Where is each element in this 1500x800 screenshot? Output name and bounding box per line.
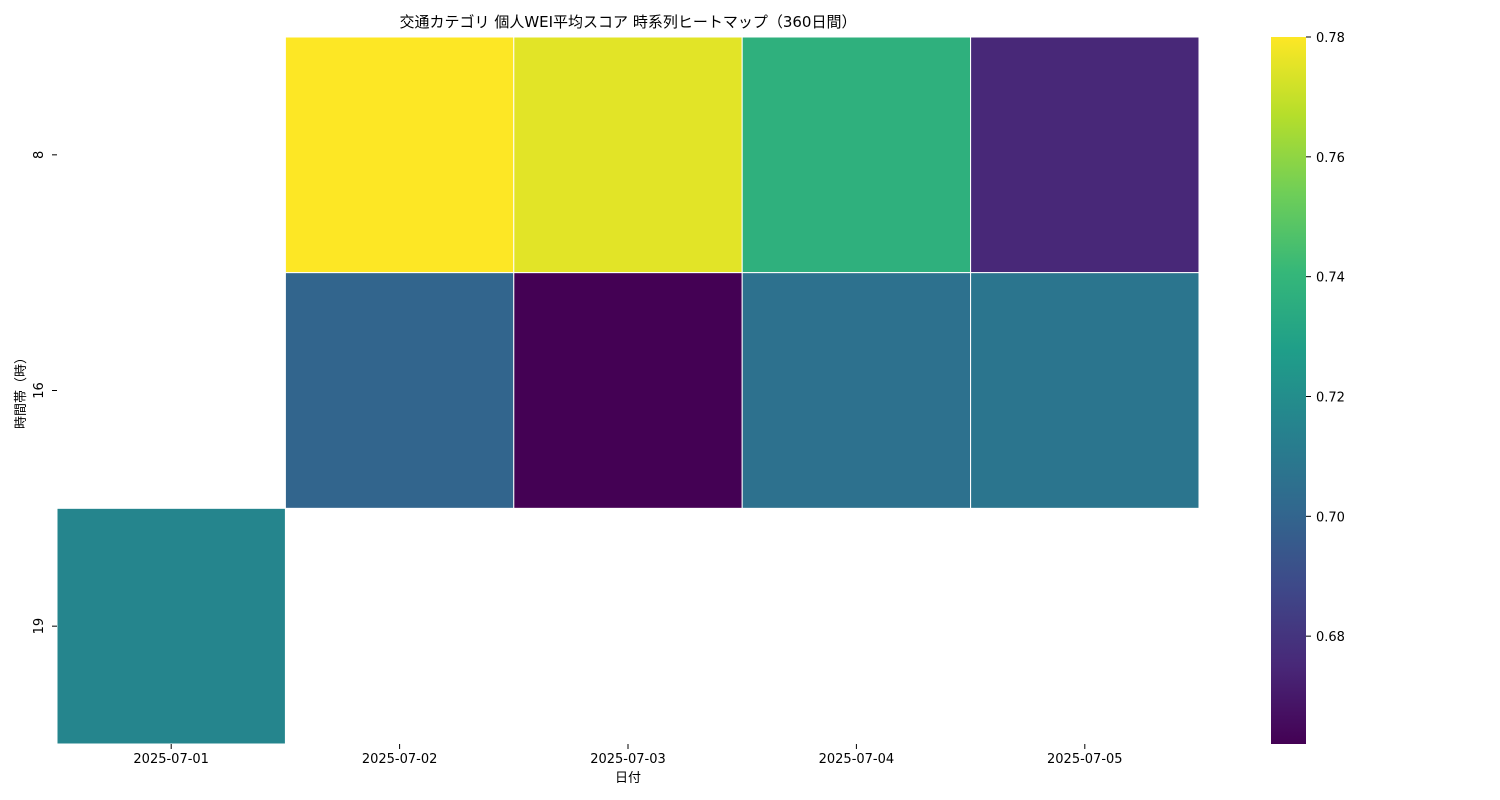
colorbar-tick-label: 0.76 — [1316, 151, 1345, 166]
x-tick-label: 2025-07-02 — [362, 752, 438, 767]
colorbar-tick-label: 0.78 — [1316, 31, 1345, 46]
heatmap-cell — [741, 36, 972, 274]
colorbar-ticks: 0.68 0.70 0.72 0.74 0.76 0.78 — [1306, 31, 1345, 645]
colorbar-tick-label: 0.72 — [1316, 390, 1345, 405]
heatmap-cell — [284, 272, 515, 509]
x-axis-ticks: 2025-07-01 2025-07-02 2025-07-03 2025-07-04… — [133, 744, 1123, 767]
colorbar-tick-label: 0.70 — [1316, 510, 1345, 525]
heatmap-cells — [56, 36, 1200, 745]
heatmap-cell — [970, 36, 1200, 274]
y-axis-label: 時間帯（時） — [14, 351, 29, 429]
y-tick-label: 16 — [32, 382, 47, 399]
y-axis-ticks: 8 16 19 — [32, 151, 57, 635]
x-tick-label: 2025-07-04 — [819, 752, 895, 767]
x-tick-label: 2025-07-03 — [590, 752, 666, 767]
heatmap-cell — [513, 36, 743, 274]
x-tick-label: 2025-07-01 — [133, 752, 209, 767]
heatmap-cell — [56, 507, 286, 745]
colorbar-tick-label: 0.74 — [1316, 271, 1345, 286]
colorbar-tick-label: 0.68 — [1316, 630, 1345, 645]
heatmap-cell — [284, 36, 515, 274]
x-tick-label: 2025-07-05 — [1047, 752, 1123, 767]
chart-title: 交通カテゴリ 個人WEI平均スコア 時系列ヒートマップ（360日間） — [400, 13, 857, 31]
heatmap-cell — [741, 272, 972, 509]
heatmap-cell — [970, 272, 1200, 509]
y-tick-label: 8 — [32, 151, 47, 159]
y-tick-label: 19 — [32, 618, 47, 635]
x-axis-label: 日付 — [615, 771, 641, 786]
heatmap-cell — [513, 272, 743, 509]
colorbar — [1271, 37, 1306, 744]
